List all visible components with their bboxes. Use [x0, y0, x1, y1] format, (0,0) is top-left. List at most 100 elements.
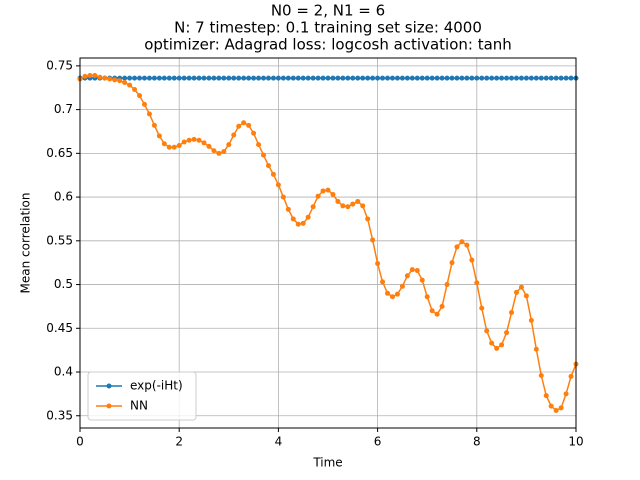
point — [375, 75, 381, 81]
point — [548, 403, 554, 409]
point — [553, 408, 559, 414]
point — [365, 75, 371, 81]
point — [340, 75, 346, 81]
point — [226, 142, 232, 148]
point — [528, 317, 534, 323]
point — [538, 373, 544, 379]
point — [479, 75, 485, 81]
point — [360, 75, 366, 81]
point — [464, 242, 470, 248]
point — [404, 273, 410, 279]
point — [409, 75, 415, 81]
point — [370, 237, 376, 243]
point — [236, 123, 242, 129]
point — [221, 149, 227, 155]
point — [464, 75, 470, 81]
point — [459, 75, 465, 81]
point — [350, 75, 356, 81]
point — [330, 75, 336, 81]
y-tick-label: 0.4 — [54, 365, 73, 379]
point — [424, 75, 430, 81]
point — [325, 75, 331, 81]
point — [548, 75, 554, 81]
point — [310, 75, 316, 81]
point — [474, 280, 480, 286]
point — [280, 75, 286, 81]
point — [201, 140, 207, 146]
point — [275, 75, 281, 81]
point — [404, 75, 410, 81]
point — [146, 75, 152, 81]
point — [345, 75, 351, 81]
point — [449, 75, 455, 81]
point — [504, 330, 510, 336]
point — [518, 284, 524, 290]
point — [236, 75, 242, 81]
point — [365, 216, 371, 222]
point — [568, 75, 574, 81]
point — [429, 308, 435, 314]
point — [256, 75, 262, 81]
point — [300, 75, 306, 81]
point — [251, 75, 257, 81]
point — [330, 191, 336, 197]
point — [181, 139, 187, 145]
y-tick-label: 0.75 — [46, 58, 73, 72]
point — [141, 101, 147, 107]
legend-label: exp(-iHt) — [130, 379, 183, 393]
point — [414, 75, 420, 81]
point — [216, 150, 222, 156]
point — [280, 194, 286, 200]
point — [504, 75, 510, 81]
point — [345, 204, 351, 210]
point — [513, 289, 519, 295]
point — [474, 75, 480, 81]
point — [449, 260, 455, 266]
point — [494, 345, 500, 351]
point — [315, 193, 321, 199]
point — [399, 283, 405, 289]
y-axis-label: Mean correlation — [19, 193, 33, 294]
point — [285, 75, 291, 81]
point — [533, 346, 539, 352]
point — [429, 75, 435, 81]
point — [216, 75, 222, 81]
point — [211, 148, 217, 154]
point — [196, 137, 202, 143]
point — [454, 244, 460, 250]
point — [563, 391, 569, 397]
point — [181, 75, 187, 81]
point — [484, 75, 490, 81]
point — [122, 75, 128, 81]
point — [310, 204, 316, 210]
point — [231, 75, 237, 81]
point — [509, 75, 515, 81]
point — [290, 216, 296, 222]
point — [270, 75, 276, 81]
point — [459, 239, 465, 245]
point — [375, 261, 381, 267]
point — [156, 133, 162, 139]
point — [122, 79, 128, 85]
point — [419, 75, 425, 81]
point — [176, 142, 182, 148]
point — [568, 373, 574, 379]
point — [171, 75, 177, 81]
point — [226, 75, 232, 81]
point — [246, 75, 252, 81]
point — [146, 111, 152, 117]
point — [444, 282, 450, 288]
x-tick-label: 8 — [473, 435, 481, 449]
y-tick-label: 0.7 — [54, 102, 73, 116]
point — [241, 120, 247, 126]
point — [97, 74, 103, 80]
point — [340, 203, 346, 209]
point — [380, 279, 386, 285]
point — [385, 75, 391, 81]
point — [499, 75, 505, 81]
point — [444, 75, 450, 81]
point — [241, 75, 247, 81]
point — [206, 75, 212, 81]
legend-marker — [106, 383, 112, 389]
point — [509, 310, 515, 316]
